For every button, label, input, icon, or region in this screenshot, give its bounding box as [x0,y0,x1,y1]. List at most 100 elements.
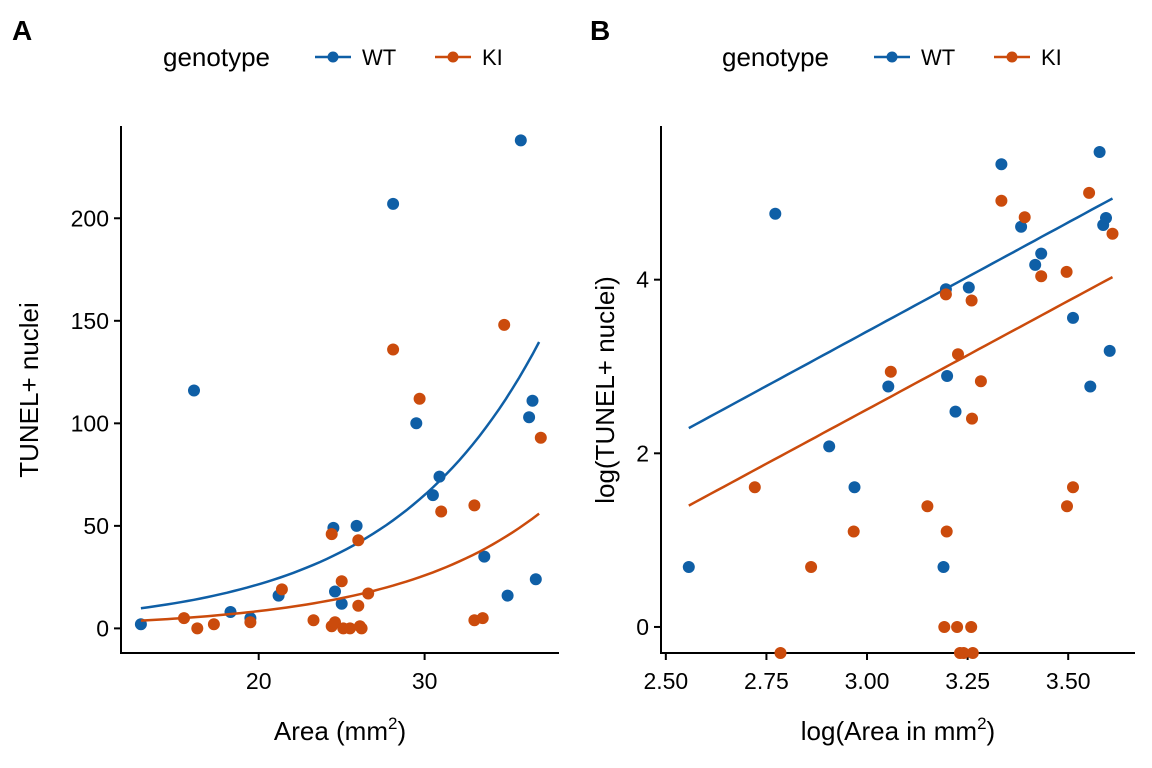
data-point-ki [191,622,204,635]
data-point-ki [352,599,365,612]
data-point-ki [805,561,818,573]
data-point-wt [995,158,1008,171]
data-point-ki [534,431,547,444]
y-tick-label: 4 [636,267,649,293]
data-point-wt [350,519,363,532]
x-axis-title: Area (mm2) [274,714,406,746]
legend-title: genotype [163,42,270,72]
y-tick-label: 100 [71,410,109,436]
trend-line-wt [688,197,1114,430]
legend-key-point [327,51,339,63]
data-point-ki [748,481,761,494]
data-point-ki [1106,227,1119,240]
x-tick-label: 30 [412,668,438,694]
data-point-wt [224,606,237,618]
data-point-ki [957,647,970,659]
series-ki [688,186,1119,659]
legend-key-point [886,51,898,63]
data-point-ki [938,621,951,633]
legend: genotype WT KI [163,42,503,72]
data-point-ki [965,294,978,307]
data-point-wt [823,440,836,453]
data-point-wt [1029,258,1042,271]
data-point-wt [882,380,895,393]
data-point-ki [939,288,952,301]
data-point-ki [325,528,338,541]
y-tick-label: 150 [71,308,109,334]
legend-label: KI [482,45,503,70]
legend-title: genotype [722,42,829,72]
data-point-ki [476,612,489,625]
data-point-wt [1015,220,1028,233]
data-point-ki [774,647,787,659]
x-tick-label: 2.75 [744,668,789,694]
y-axis-title: TUNEL+ nuclei [14,302,44,478]
x-tick-label: 20 [246,668,272,694]
data-point-wt [1103,344,1116,357]
data-point-ki [1067,481,1079,494]
y-tick-label: 2 [636,440,649,466]
data-point-ki [1083,186,1096,199]
data-point-ki [1035,270,1048,283]
data-point-wt [962,281,975,294]
data-point-ki [498,318,511,331]
data-point-wt [188,384,200,397]
y-tick-label: 50 [83,513,109,539]
data-point-ki [307,614,320,627]
data-point-ki [352,534,365,547]
data-point-ki [362,587,375,600]
panel-tag: B [590,15,610,46]
data-point-wt [433,470,446,483]
data-point-ki [355,622,368,635]
x-tick-label: 2.50 [643,668,688,694]
legend-item-ki: KI [435,45,503,70]
data-point-wt [848,481,861,494]
legend-item-wt: WT [315,45,396,70]
y-tick-label: 200 [71,205,109,231]
data-point-wt [1067,311,1079,324]
data-point-ki [940,525,953,538]
data-point-ki [952,348,964,361]
trend-line-ki [688,275,1114,507]
legend-label: KI [1041,45,1062,70]
x-tick-label: 3.00 [845,668,890,694]
trend-line-ki [140,512,540,622]
data-point-ki [178,612,190,625]
data-point-ki [966,412,978,425]
data-point-ki [951,621,964,633]
data-point-ki [344,622,356,635]
data-point-wt [410,417,423,430]
series-wt [682,146,1116,573]
data-point-ki [244,616,257,629]
data-point-wt [501,589,514,602]
legend-key-point [1006,51,1018,63]
data-point-ki [207,618,220,631]
data-point-ki [884,365,897,378]
series-wt [134,134,542,631]
y-axis-title: log(TUNEL+ nuclei) [590,276,620,504]
panel-tag: A [12,15,32,46]
data-point-wt [1100,212,1112,224]
data-point-wt [682,561,695,573]
data-point-wt [941,370,954,382]
trend-line-wt [140,341,541,610]
y-tick-label: 0 [636,614,649,640]
data-point-ki [974,375,987,388]
series-ki [140,318,547,635]
data-point-wt [1084,380,1097,393]
data-point-wt [1035,247,1048,260]
data-point-ki [329,616,341,629]
data-point-wt [769,207,782,220]
data-point-wt [478,550,491,563]
data-point-ki [275,583,288,596]
data-point-wt [526,394,539,407]
data-point-wt [329,585,341,598]
data-point-wt [426,489,439,502]
data-point-wt [949,405,962,418]
data-point-wt [523,411,536,424]
legend-item-wt: WT [874,45,955,70]
data-point-wt [387,197,400,210]
x-tick-label: 3.50 [1046,668,1091,694]
